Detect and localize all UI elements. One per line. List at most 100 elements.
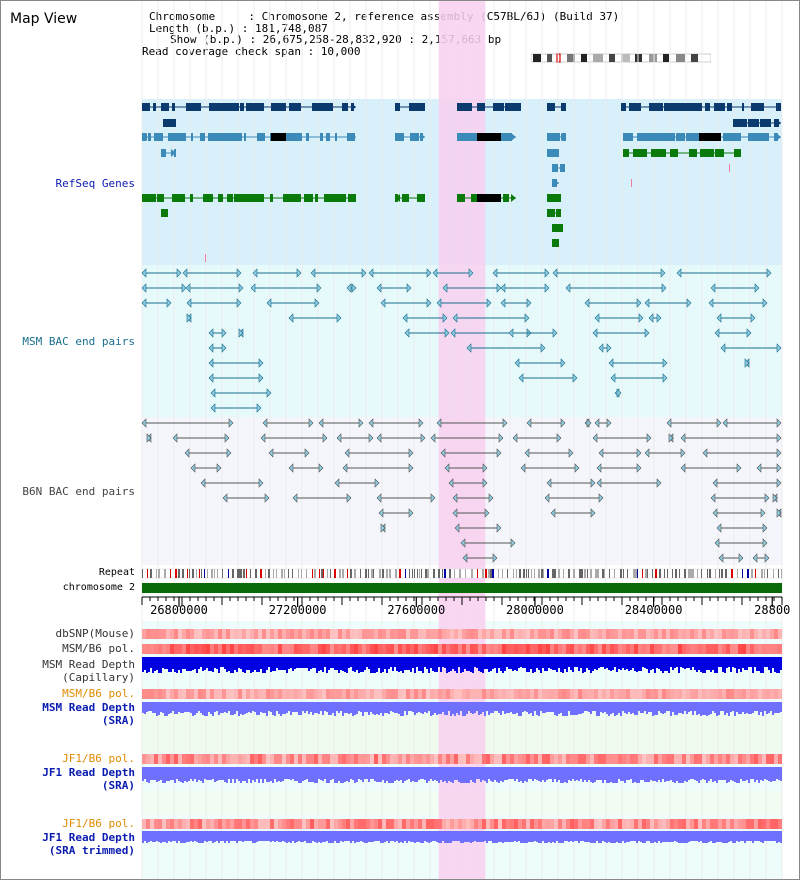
b6n-bac-pair[interactable] <box>444 463 488 473</box>
b6n-bac-pair[interactable] <box>376 493 436 503</box>
b6n-bac-pair[interactable] <box>260 433 328 443</box>
msm-bac-pair[interactable] <box>186 313 192 323</box>
msm-bac-pair[interactable] <box>380 298 432 308</box>
msm-bac-pair[interactable] <box>610 373 668 383</box>
b6n-bac-pair[interactable] <box>712 508 766 518</box>
b6n-bac-pair[interactable] <box>524 448 574 458</box>
msm-bac-pair[interactable] <box>614 388 622 398</box>
b6n-bac-pair[interactable] <box>756 463 782 473</box>
msm-bac-pair[interactable] <box>186 298 242 308</box>
b6n-bac-pair[interactable] <box>680 433 782 443</box>
b6n-bac-pair[interactable] <box>146 433 152 443</box>
msm-bac-pair[interactable] <box>466 343 546 353</box>
msm-bac-pair[interactable] <box>208 358 264 368</box>
b6n-bac-pair[interactable] <box>716 523 768 533</box>
b6n-bac-pair[interactable] <box>440 448 502 458</box>
gene-row-1[interactable] <box>142 103 781 111</box>
msm-bac-pair[interactable] <box>644 298 692 308</box>
msm-bac-pair[interactable] <box>552 268 666 278</box>
msm-bac-pair[interactable] <box>310 268 367 278</box>
msm-bac-pair[interactable] <box>492 268 550 278</box>
msm-bac-pair[interactable] <box>141 268 182 278</box>
msm-bac-pair[interactable] <box>518 373 578 383</box>
b6n-bac-pair[interactable] <box>520 463 580 473</box>
msm-bac-pair[interactable] <box>436 298 492 308</box>
msm-bac-pair[interactable] <box>288 313 342 323</box>
b6n-bac-pair[interactable] <box>436 418 508 428</box>
msm-bac-pair[interactable] <box>594 313 644 323</box>
b6n-bac-pair[interactable] <box>262 418 314 428</box>
b6n-bac-pair[interactable] <box>526 418 566 428</box>
b6n-bac-pair[interactable] <box>268 448 310 458</box>
msm-bac-pair[interactable] <box>584 298 642 308</box>
msm-bac-pair[interactable] <box>210 388 272 398</box>
b6n-bac-pair[interactable] <box>141 418 234 428</box>
gene-row-2[interactable] <box>163 119 781 127</box>
b6n-bac-pair[interactable] <box>430 433 504 443</box>
gene-row-11[interactable] <box>552 239 559 247</box>
b6n-bac-pair[interactable] <box>452 508 490 518</box>
b6n-bac-pair[interactable] <box>722 418 782 428</box>
msm-bac-pair[interactable] <box>208 343 227 353</box>
msm-bac-pair[interactable] <box>141 298 172 308</box>
b6n-bac-pair[interactable] <box>184 448 232 458</box>
b6n-bac-pair[interactable] <box>222 493 270 503</box>
b6n-bac-pair[interactable] <box>462 553 498 563</box>
b6n-bac-pair[interactable] <box>596 478 662 488</box>
msm-bac-pair[interactable] <box>592 328 650 338</box>
gene-row-5[interactable] <box>623 149 741 157</box>
msm-bac-pair[interactable] <box>598 343 612 353</box>
msm-bac-pair[interactable] <box>185 283 244 293</box>
b6n-bac-pair[interactable] <box>448 478 488 488</box>
msm-bac-pair[interactable] <box>500 298 532 308</box>
msm-bac-pair[interactable] <box>266 298 320 308</box>
b6n-bac-pair[interactable] <box>714 538 768 548</box>
gene-row-9[interactable] <box>161 209 561 217</box>
b6n-bac-pair[interactable] <box>596 463 642 473</box>
msm-bac-pair[interactable] <box>182 268 242 278</box>
msm-bac-pair[interactable] <box>514 358 566 368</box>
b6n-bac-pair[interactable] <box>344 448 414 458</box>
b6n-bac-pair[interactable] <box>666 418 722 428</box>
b6n-bac-pair[interactable] <box>544 493 604 503</box>
msm-bac-pair[interactable] <box>346 283 357 293</box>
b6n-bac-pair[interactable] <box>776 508 782 518</box>
gene-row-3[interactable] <box>142 133 781 141</box>
b6n-bac-pair[interactable] <box>668 433 674 443</box>
msm-bac-pair[interactable] <box>500 283 550 293</box>
msm-bac-pair[interactable] <box>710 283 760 293</box>
gene-row-6[interactable] <box>552 164 565 172</box>
b6n-bac-pair[interactable] <box>380 523 386 533</box>
b6n-bac-pair[interactable] <box>592 433 652 443</box>
msm-bac-pair[interactable] <box>708 298 768 308</box>
msm-bac-pair[interactable] <box>376 283 412 293</box>
b6n-bac-pair[interactable] <box>342 463 414 473</box>
msm-bac-pair[interactable] <box>676 268 772 278</box>
b6n-bac-pair[interactable] <box>680 463 742 473</box>
b6n-bac-pair[interactable] <box>772 493 778 503</box>
msm-bac-pair[interactable] <box>744 358 750 368</box>
b6n-bac-pair[interactable] <box>584 418 592 428</box>
b6n-bac-pair[interactable] <box>718 553 744 563</box>
b6n-bac-pair[interactable] <box>702 448 782 458</box>
msm-bac-pair[interactable] <box>565 283 667 293</box>
b6n-bac-pair[interactable] <box>190 463 222 473</box>
msm-bac-pair[interactable] <box>208 373 264 383</box>
b6n-bac-pair[interactable] <box>512 433 562 443</box>
msm-bac-pair[interactable] <box>714 328 752 338</box>
msm-bac-pair[interactable] <box>648 313 662 323</box>
b6n-bac-pair[interactable] <box>376 433 426 443</box>
b6n-bac-pair[interactable] <box>200 478 264 488</box>
b6n-bac-pair[interactable] <box>752 553 770 563</box>
msm-bac-pair[interactable] <box>452 313 530 323</box>
b6n-bac-pair[interactable] <box>378 508 414 518</box>
b6n-bac-pair[interactable] <box>712 478 782 488</box>
b6n-bac-pair[interactable] <box>594 418 612 428</box>
b6n-bac-pair[interactable] <box>550 508 596 518</box>
b6n-bac-pair[interactable] <box>288 463 324 473</box>
msm-bac-pair[interactable] <box>250 283 322 293</box>
b6n-bac-pair[interactable] <box>318 418 364 428</box>
msm-bac-pair[interactable] <box>141 283 187 293</box>
b6n-bac-pair[interactable] <box>336 433 374 443</box>
b6n-bac-pair[interactable] <box>452 493 494 503</box>
